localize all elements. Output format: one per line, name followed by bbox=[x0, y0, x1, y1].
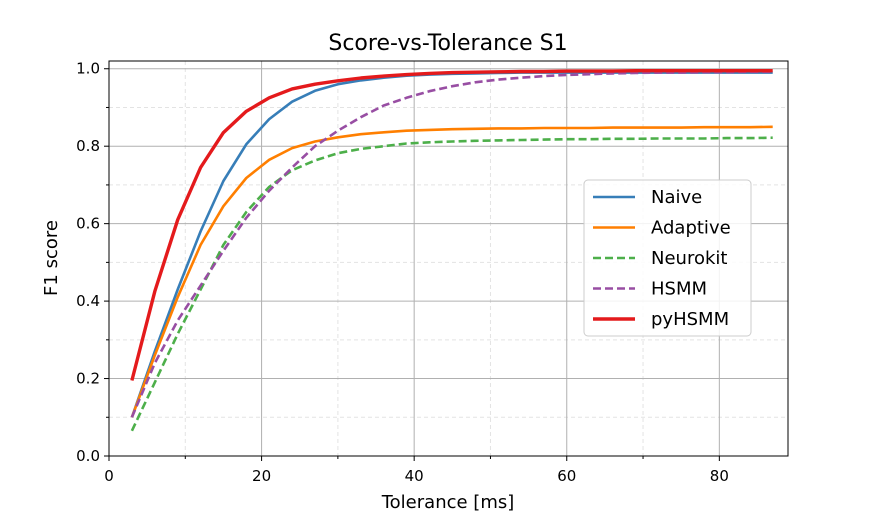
x-tick-label: 40 bbox=[405, 467, 424, 485]
chart-title: Score-vs-Tolerance S1 bbox=[328, 31, 567, 56]
legend-box bbox=[583, 179, 752, 337]
series-line-adaptive bbox=[130, 125, 773, 418]
series-line-neurokit bbox=[130, 136, 773, 432]
x-axis-label: Tolerance [ms] bbox=[381, 492, 515, 512]
y-tick-label: 0.0 bbox=[76, 447, 100, 465]
legend: Naive Adaptive Neurokit HSMM pyHSMM bbox=[583, 179, 752, 337]
legend-label-naive: Naive bbox=[651, 187, 702, 208]
series-line-hsmm bbox=[130, 70, 773, 418]
y-tick-label: 0.2 bbox=[76, 370, 100, 388]
legend-label-pyhsmm: pyHSMM bbox=[651, 309, 729, 330]
series-layer bbox=[130, 68, 773, 432]
y-tick-label: 0.8 bbox=[76, 137, 100, 155]
axis-ticks: 0 20 40 60 80 0.0 0.2 0.4 0.6 0.8 1.0 bbox=[76, 60, 729, 485]
y-tick-label: 0.6 bbox=[76, 215, 100, 233]
x-tick-label: 0 bbox=[104, 467, 114, 485]
plot-frame bbox=[108, 60, 789, 457]
series-line-pyhsmm bbox=[130, 68, 773, 381]
x-tick-label: 80 bbox=[710, 467, 729, 485]
y-tick-label: 1.0 bbox=[76, 60, 100, 78]
x-tick-label: 20 bbox=[252, 467, 271, 485]
legend-label-hsmm: HSMM bbox=[651, 279, 707, 300]
y-axis-label: F1 score bbox=[41, 220, 62, 296]
x-tick-label: 60 bbox=[557, 467, 576, 485]
legend-label-neurokit: Neurokit bbox=[651, 248, 727, 269]
y-tick-label: 0.4 bbox=[76, 292, 100, 310]
legend-label-adaptive: Adaptive bbox=[651, 218, 731, 239]
